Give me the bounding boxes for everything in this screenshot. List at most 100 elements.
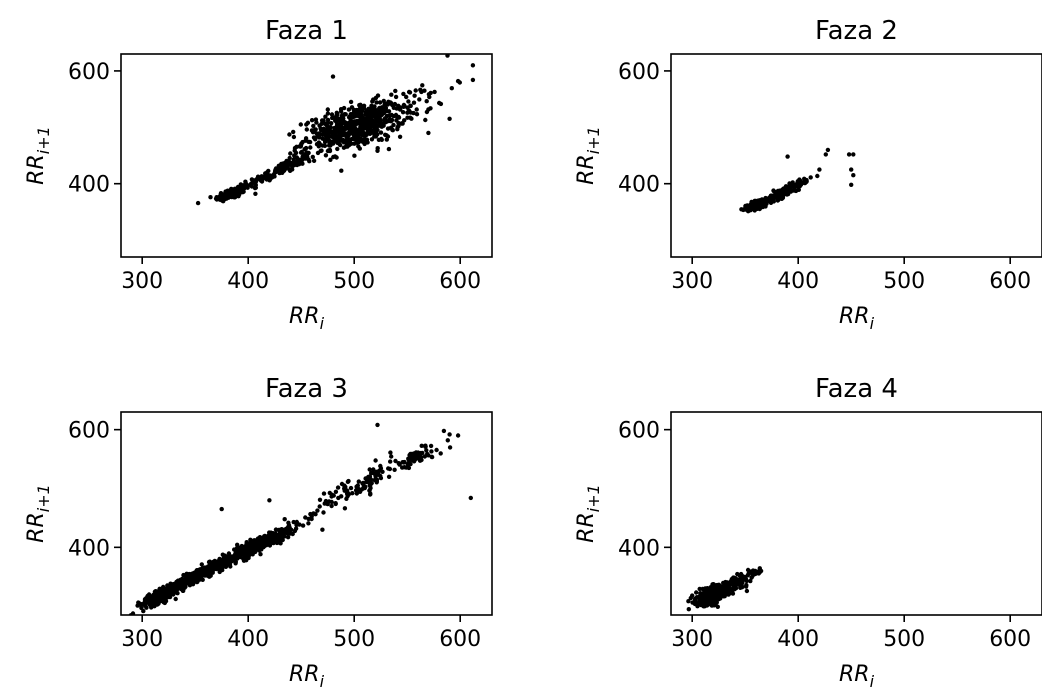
data-point: [406, 99, 411, 104]
data-point: [258, 552, 263, 557]
data-point: [353, 114, 358, 119]
data-point: [702, 598, 708, 603]
data-point: [345, 479, 351, 484]
data-point: [411, 100, 417, 105]
x-tick-label: 400: [777, 627, 819, 652]
data-point: [313, 127, 318, 132]
data-point: [372, 120, 377, 125]
data-point: [372, 104, 377, 109]
data-point: [404, 94, 409, 100]
data-point: [304, 127, 309, 132]
data-point: [243, 181, 249, 186]
data-point: [411, 110, 416, 116]
data-point: [384, 137, 389, 142]
data-point: [342, 488, 347, 493]
data-point: [238, 182, 243, 187]
data-point: [226, 556, 232, 561]
data-point: [749, 203, 755, 209]
data-point: [319, 148, 324, 153]
data-point: [686, 599, 691, 604]
points-group: [739, 147, 856, 214]
data-point: [782, 191, 787, 196]
data-point: [217, 569, 222, 575]
data-point: [694, 595, 700, 600]
data-point: [221, 199, 226, 204]
data-point: [320, 136, 325, 141]
data-point: [815, 173, 820, 179]
data-point: [400, 121, 405, 126]
data-point: [244, 540, 249, 545]
data-point: [422, 88, 427, 93]
data-point: [258, 175, 264, 181]
data-point: [328, 129, 334, 134]
data-point: [235, 556, 240, 561]
data-point: [388, 459, 393, 464]
data-point: [199, 562, 204, 567]
x-tick-label: 600: [989, 269, 1031, 294]
data-point: [690, 593, 695, 598]
data-point: [329, 139, 334, 144]
data-point: [791, 188, 797, 193]
data-point: [316, 144, 321, 149]
y-axis-label: RRi+1: [24, 484, 53, 543]
data-point: [194, 579, 199, 585]
data-point: [418, 87, 423, 93]
data-point: [380, 469, 385, 474]
data-point: [447, 432, 452, 437]
data-point: [222, 560, 228, 565]
data-point: [851, 152, 856, 157]
data-point: [248, 181, 254, 186]
data-point: [741, 207, 746, 212]
panel-3: 300 400 500 600 400 600 Faza 3 RRi RRi+1: [24, 374, 493, 691]
data-point: [309, 118, 315, 123]
data-point: [342, 506, 348, 511]
data-point: [201, 571, 206, 577]
data-point: [321, 131, 326, 136]
data-point: [276, 527, 282, 533]
data-point: [388, 450, 393, 455]
data-point: [345, 133, 350, 138]
data-point: [426, 92, 432, 97]
data-point: [708, 601, 713, 607]
data-point: [173, 596, 178, 602]
axes-frame: [670, 411, 1042, 616]
data-point: [232, 552, 238, 557]
data-point: [272, 169, 278, 174]
data-point: [388, 125, 394, 130]
x-tick-label: 400: [227, 627, 269, 652]
data-point: [315, 134, 320, 139]
data-point: [321, 491, 327, 496]
x-axis-label: RRi: [289, 662, 325, 691]
data-point: [445, 54, 450, 58]
data-point: [169, 589, 175, 594]
data-point: [715, 604, 720, 609]
data-point: [297, 522, 302, 527]
data-point: [393, 94, 399, 100]
data-point: [353, 131, 358, 136]
data-point: [338, 128, 343, 133]
data-point: [400, 110, 406, 115]
data-point: [194, 572, 200, 577]
data-point: [328, 143, 333, 148]
data-point: [700, 602, 706, 607]
data-point: [334, 126, 339, 132]
data-point: [380, 106, 386, 111]
data-point: [709, 585, 715, 590]
data-point: [334, 120, 339, 125]
data-point: [221, 193, 227, 198]
data-point: [730, 588, 735, 593]
data-point: [423, 443, 428, 448]
x-tick-label: 300: [121, 269, 163, 294]
data-point: [212, 565, 217, 570]
data-point: [424, 109, 430, 115]
data-point: [252, 185, 258, 191]
data-point: [313, 512, 318, 517]
data-point: [699, 596, 704, 601]
data-point: [311, 158, 317, 163]
data-point: [190, 575, 195, 580]
data-point: [329, 492, 335, 497]
data-point: [152, 589, 158, 594]
data-point: [377, 100, 383, 105]
y-tick-label: 400: [618, 173, 660, 198]
data-point: [752, 208, 757, 213]
